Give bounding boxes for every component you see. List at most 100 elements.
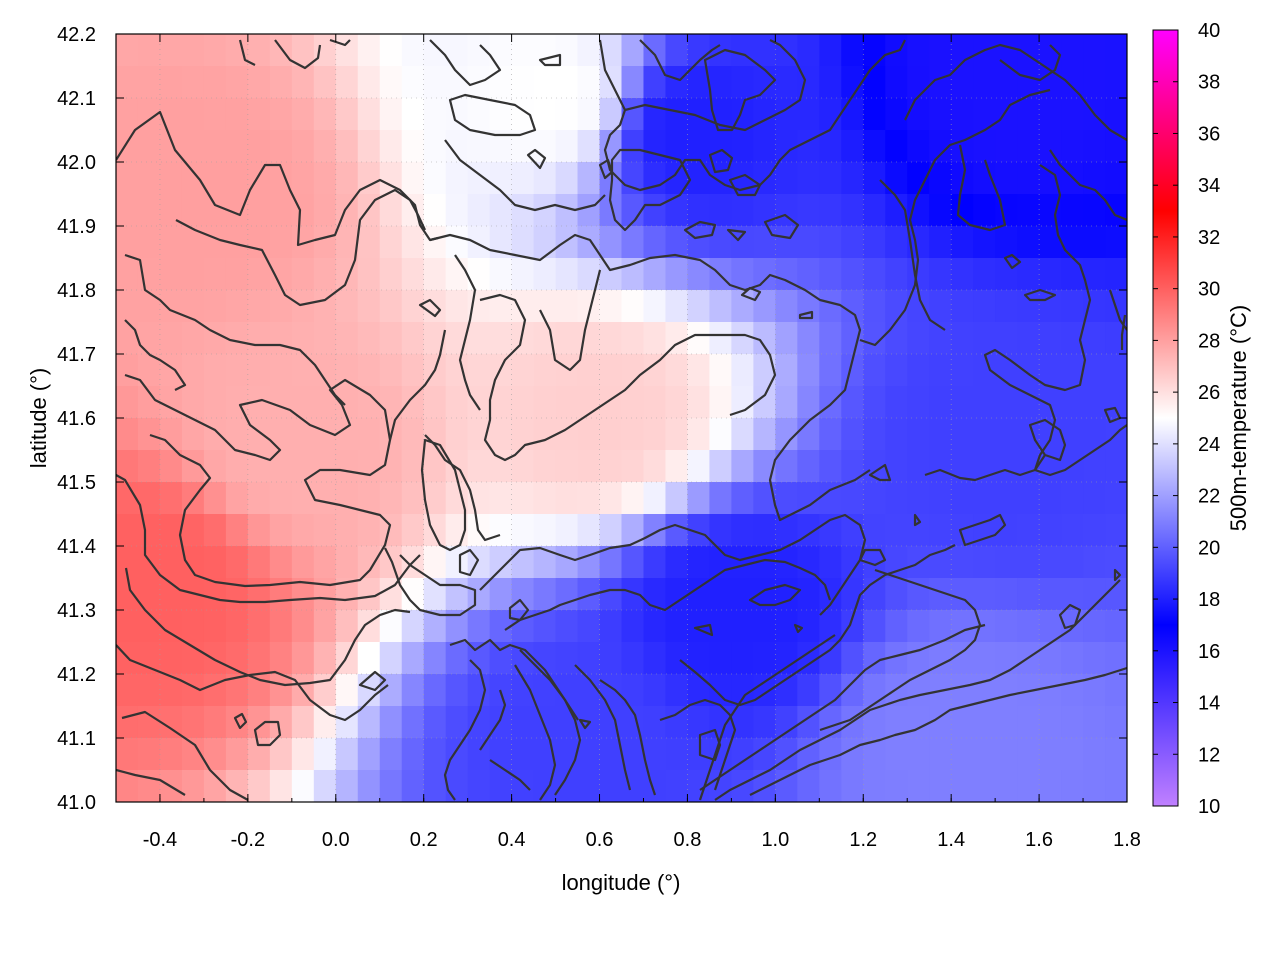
- heatmap-cell: [929, 578, 952, 611]
- heatmap-cell: [357, 290, 381, 323]
- heatmap-cell: [907, 386, 930, 419]
- heatmap-cell: [1105, 578, 1127, 611]
- heatmap-cell: [225, 354, 249, 387]
- colorbar-tick-label: 20: [1198, 537, 1220, 559]
- contour-line: [728, 173, 762, 197]
- heatmap-cell: [247, 322, 271, 355]
- heatmap-cell: [335, 386, 359, 419]
- heatmap-cell: [797, 482, 820, 515]
- heatmap-cell: [357, 34, 381, 67]
- heatmap-cell: [885, 98, 908, 131]
- heatmap-cell: [357, 578, 381, 611]
- heatmap-cell: [1105, 130, 1127, 163]
- heatmap-cell: [379, 258, 403, 291]
- x-tick-label: -0.4: [143, 829, 177, 851]
- heatmap-cell: [1083, 546, 1106, 579]
- heatmap-cell: [116, 322, 139, 355]
- heatmap-cell: [291, 354, 315, 387]
- heatmap-cell: [335, 418, 359, 451]
- heatmap-cell: [116, 706, 139, 739]
- heatmap-cell: [709, 226, 732, 259]
- heatmap-cell: [555, 610, 579, 643]
- heatmap-cell: [203, 418, 227, 451]
- colorbar-tick-label: 18: [1198, 589, 1220, 611]
- heatmap-cell: [181, 674, 205, 707]
- heatmap-cell: [247, 482, 271, 515]
- heatmap-cell: [379, 130, 403, 163]
- heatmap-cell: [709, 130, 732, 163]
- heatmap-cell: [1061, 354, 1084, 387]
- heatmap-cell: [709, 418, 732, 451]
- heatmap-cell: [489, 258, 513, 291]
- heatmap-cell: [423, 514, 447, 547]
- heatmap-cell: [269, 482, 293, 515]
- heatmap-cell: [291, 738, 315, 771]
- heatmap-cell: [709, 578, 732, 611]
- heatmap-cell: [291, 322, 315, 355]
- heatmap-cell: [159, 610, 183, 643]
- heatmap-cell: [665, 34, 689, 67]
- heatmap-cell: [247, 706, 271, 739]
- heatmap-cell: [863, 450, 886, 483]
- colorbar-tick-label: 26: [1198, 382, 1220, 404]
- heatmap-cell: [929, 354, 952, 387]
- heatmap-cell: [753, 738, 776, 771]
- heatmap-cell: [137, 706, 161, 739]
- heatmap-cell: [687, 98, 711, 131]
- heatmap-cell: [665, 610, 689, 643]
- heatmap-cell: [1039, 226, 1062, 259]
- heatmap-cell: [291, 642, 315, 675]
- heatmap-cell: [841, 642, 864, 675]
- heatmap-cell: [203, 738, 227, 771]
- heatmap-cell: [797, 450, 820, 483]
- heatmap-cell: [555, 482, 579, 515]
- heatmap-cell: [533, 226, 557, 259]
- contour-line: [740, 286, 762, 302]
- heatmap-cell: [203, 258, 227, 291]
- heatmap-cell: [753, 706, 776, 739]
- heatmap-cell: [335, 770, 359, 802]
- heatmap-cell: [929, 386, 952, 419]
- heatmap-cell: [445, 354, 469, 387]
- heatmap-cell: [445, 610, 469, 643]
- heatmap-cell: [951, 610, 974, 643]
- heatmap-cell: [159, 386, 183, 419]
- heatmap-cell: [1105, 98, 1127, 131]
- heatmap-cell: [995, 546, 1018, 579]
- x-tick-label: 0.6: [586, 829, 614, 851]
- contour-line: [274, 39, 322, 70]
- heatmap-cell: [775, 418, 798, 451]
- heatmap-cell: [269, 514, 293, 547]
- heatmap-cell: [929, 450, 952, 483]
- colorbar: 10 12 14 16 18 20 22 24 26 28 30 32 34 36 38 40: [1152, 20, 1220, 818]
- heatmap-cell: [269, 418, 293, 451]
- heatmap-cell: [533, 674, 557, 707]
- heatmap-cell: [247, 34, 271, 67]
- heatmap-cell: [555, 386, 579, 419]
- heatmap-cell: [181, 354, 205, 387]
- heatmap-cell: [1017, 322, 1040, 355]
- heatmap-cell: [929, 770, 952, 802]
- heatmap-cell: [797, 226, 820, 259]
- heatmap-cell: [819, 546, 842, 579]
- heatmap-cell: [1017, 66, 1040, 99]
- heatmap-cell: [819, 290, 842, 323]
- heatmap-cell: [687, 162, 711, 195]
- heatmap-cell: [951, 738, 974, 771]
- heatmap-cell: [116, 98, 139, 131]
- heatmap-cell: [313, 354, 337, 387]
- x-tick-label: 1.0: [761, 829, 789, 851]
- heatmap-cell: [181, 290, 205, 323]
- heatmap-cell: [929, 258, 952, 291]
- heatmap-cell: [533, 418, 557, 451]
- heatmap-cell: [247, 354, 271, 387]
- heatmap-cell: [709, 194, 732, 227]
- heatmap-cell: [1061, 482, 1084, 515]
- heatmap-cell: [203, 578, 227, 611]
- heatmap-cell: [995, 418, 1018, 451]
- heatmap-cell: [819, 98, 842, 131]
- heatmap-cell: [1017, 226, 1040, 259]
- heatmap-cell: [181, 66, 205, 99]
- heatmap-cell: [1061, 674, 1084, 707]
- colorbar-tick-label: 12: [1198, 744, 1220, 766]
